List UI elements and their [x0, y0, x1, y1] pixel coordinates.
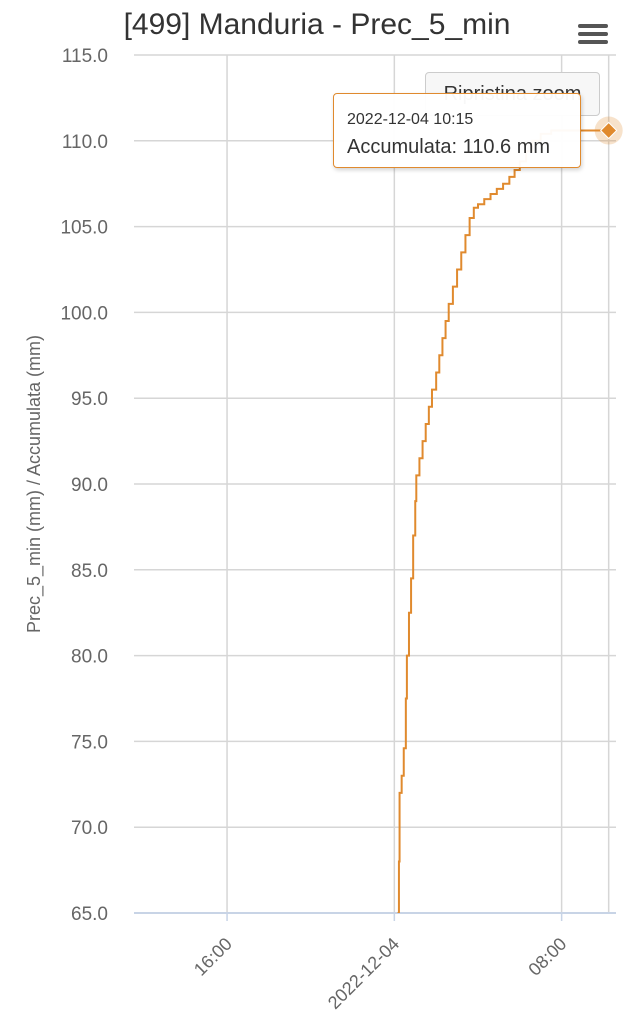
tooltip-date: 2022-12-04 10:15: [347, 111, 474, 128]
y-tick-label: 100.0: [60, 303, 108, 324]
x-tick-label: 16:00: [190, 934, 236, 980]
axes: [134, 912, 616, 921]
x-tick-labels: 16:00 2022-12-04 08:00: [190, 934, 571, 1013]
series-line-accumulata: [397, 129, 609, 913]
x-tick-label: 08:00: [524, 934, 570, 980]
menu-bar: [578, 40, 608, 44]
y-tick-label: 70.0: [71, 818, 108, 839]
y-axis-label: Prec_5_min (mm) / Accumulata (mm): [24, 335, 45, 633]
y-tick-label: 110.0: [62, 132, 108, 153]
tooltip-value: Accumulata: 110.6 mm: [347, 136, 551, 158]
y-tick-label: 80.0: [71, 647, 108, 668]
chart-title: [499] Manduria - Prec_5_min: [123, 8, 511, 41]
series-layer: [397, 129, 609, 913]
y-tick-label: 90.0: [71, 475, 108, 496]
y-tick-label: 95.0: [71, 389, 108, 410]
highlight-marker-layer: [594, 116, 623, 145]
y-tick-label: 105.0: [60, 218, 108, 239]
y-tick-label: 115.0: [62, 46, 108, 67]
y-tick-label: 85.0: [71, 561, 108, 582]
grid-lines: [134, 54, 616, 913]
hamburger-menu-icon[interactable]: [578, 20, 618, 56]
y-tick-labels: 65.0 70.0 75.0 80.0 85.0 90.0 95.0 100.0 105.0 11…: [60, 46, 108, 925]
menu-bar: [578, 24, 608, 28]
menu-bar: [578, 32, 608, 36]
y-tick-label: 65.0: [71, 904, 108, 925]
highlight-point-marker: [599, 121, 618, 140]
x-tick-label: 2022-12-04: [324, 934, 403, 1013]
data-tooltip: 2022-12-04 10:15 Accumulata: 110.6 mm: [333, 93, 581, 168]
y-tick-label: 75.0: [71, 732, 108, 753]
